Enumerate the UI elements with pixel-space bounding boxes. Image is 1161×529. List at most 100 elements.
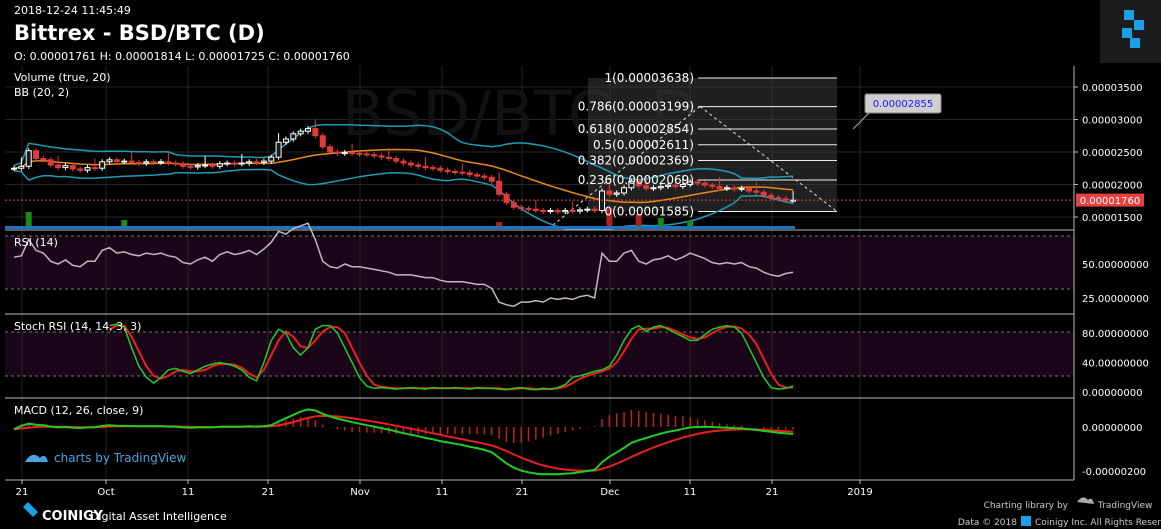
candle-body-90 [672,184,679,187]
candle-body-94 [701,182,708,186]
stoch-tick-label-2: 0.00000000 [1082,388,1142,399]
oscillator-bands [5,235,1074,377]
candle-body-50 [378,155,385,158]
stoch-tick-label-0: 80.00000000 [1082,329,1149,340]
volume-bar-88 [657,218,664,226]
coinigy-brand: COINIGY [42,509,104,524]
volume-bar-85 [635,214,642,226]
charting-library-label: Charting library by [984,501,1069,511]
time-tick-label-4: Nov [350,487,370,498]
volume-legend[interactable]: Volume (true, 20) [14,71,111,84]
volume-bar-81 [606,208,613,226]
candle-body-52 [393,158,400,162]
candle-body-49 [371,154,378,157]
candle-body-16 [128,160,135,163]
time-tick-label-7: Dec [600,487,619,498]
candle-body-21 [165,161,172,164]
price-tick-label-2: 0.00002500 [1082,148,1142,159]
candle-body-5 [47,159,54,166]
fibonacci-labels: 1(0.00003638) 0.786(0.00003199) 0.618(0.00… [578,71,694,218]
candle-body-81 [606,190,613,195]
price-callout[interactable]: 0.00002855 [852,93,942,130]
macd-line [13,408,794,476]
time-tick-label-3: 21 [262,487,275,498]
fibonacci-retracement[interactable] [547,77,838,230]
candle-body-30 [231,162,238,165]
charts-by-label: charts by TradingView [54,451,186,465]
rsi-tick-label-1: 25.00000000 [1082,294,1149,305]
coinigy-logo-tile [1100,0,1161,63]
candle-body-39 [297,130,304,135]
candle-body-100 [746,187,752,192]
candle-body-7 [62,165,69,169]
macd-legend[interactable]: MACD (12, 26, close, 9) [14,404,143,417]
stoch-band-fill [5,332,1074,376]
candle-body-102 [760,191,767,197]
candle-body-92 [687,181,694,185]
candle-body-46 [349,152,356,155]
coinigy-logo-icon-large [1122,10,1144,48]
timestamp: 2018-12-24 11:45:49 [14,4,131,17]
candle-body-89 [665,184,672,187]
candle-body-37 [282,138,289,143]
candle-body-54 [407,162,414,166]
candle-body-42 [319,135,326,148]
candle-body-40 [305,128,311,132]
coinigy-logo-icon [23,502,38,517]
time-axis[interactable]: 21 Oct 11 21 Nov 11 21 Dec 11 21 2019 [16,480,873,498]
candle-body-12 [99,161,106,169]
candle-body-41 [312,128,319,137]
candle-body-84 [628,180,635,189]
candle-body-87 [650,187,657,190]
candle-body-64 [481,175,488,178]
price-axis[interactable]: 0.00003500 0.00003000 0.00002500 0.00002000… [1074,83,1149,478]
candle-body-55 [415,164,422,167]
candle-body-4 [40,158,47,161]
bb-legend[interactable]: BB (20, 2) [14,86,69,99]
price-tick-label-0: 0.00003500 [1082,83,1142,94]
candle-body-1 [18,165,25,169]
candle-body-69 [518,206,525,210]
candle-body-23 [180,163,187,167]
fib-level-label-1: 0.786(0.00003199) [578,100,694,114]
ohlc-readout: O: 0.00001761 H: 0.00001814 L: 0.0000172… [14,50,350,63]
candle-body-72 [540,210,547,212]
last-price-label: 0.00001760 [1080,196,1140,207]
candle-body-98 [731,187,738,190]
stoch-legend[interactable]: Stoch RSI (14, 14, 3, 3) [14,320,141,333]
volume-bar-15 [121,220,128,226]
candle-body-79 [591,208,598,211]
rsi-band-fill [5,236,1074,289]
candle-body-95 [709,184,716,187]
candle-body-62 [466,172,473,176]
candle-body-6 [55,164,62,169]
fib-level-label-5: 0.236(0.00002069) [578,173,694,187]
time-tick-label-8: 11 [684,487,697,498]
macd-tick-label-1: -0.00000200 [1082,467,1146,478]
time-tick-label-10: 2019 [847,487,872,498]
candle-body-22 [172,162,179,165]
candle-body-48 [363,153,370,156]
candle-body-53 [400,160,407,164]
candle-body-13 [106,159,113,163]
candle-body-31 [238,162,245,165]
candle-body-73 [547,210,554,212]
rsi-legend[interactable]: RSI (14) [14,236,58,249]
candle-body-19 [150,161,157,164]
candle-body-0 [11,167,17,170]
tradingview-badge[interactable]: charts by TradingView [25,451,186,465]
candle-body-99 [738,187,745,190]
candle-body-83 [621,187,628,194]
time-tick-label-9: 21 [766,487,779,498]
candle-body-77 [576,209,583,212]
chart-title: Bittrex - BSD/BTC (D) [14,21,265,45]
candle-body-17 [135,161,142,164]
candle-body-96 [716,185,723,189]
candle-body-34 [260,160,267,163]
callout-box [864,93,942,114]
rsi-pane [13,222,794,307]
candle-body-27 [209,164,216,167]
candlesticks [11,119,797,215]
candle-body-36 [275,141,282,158]
